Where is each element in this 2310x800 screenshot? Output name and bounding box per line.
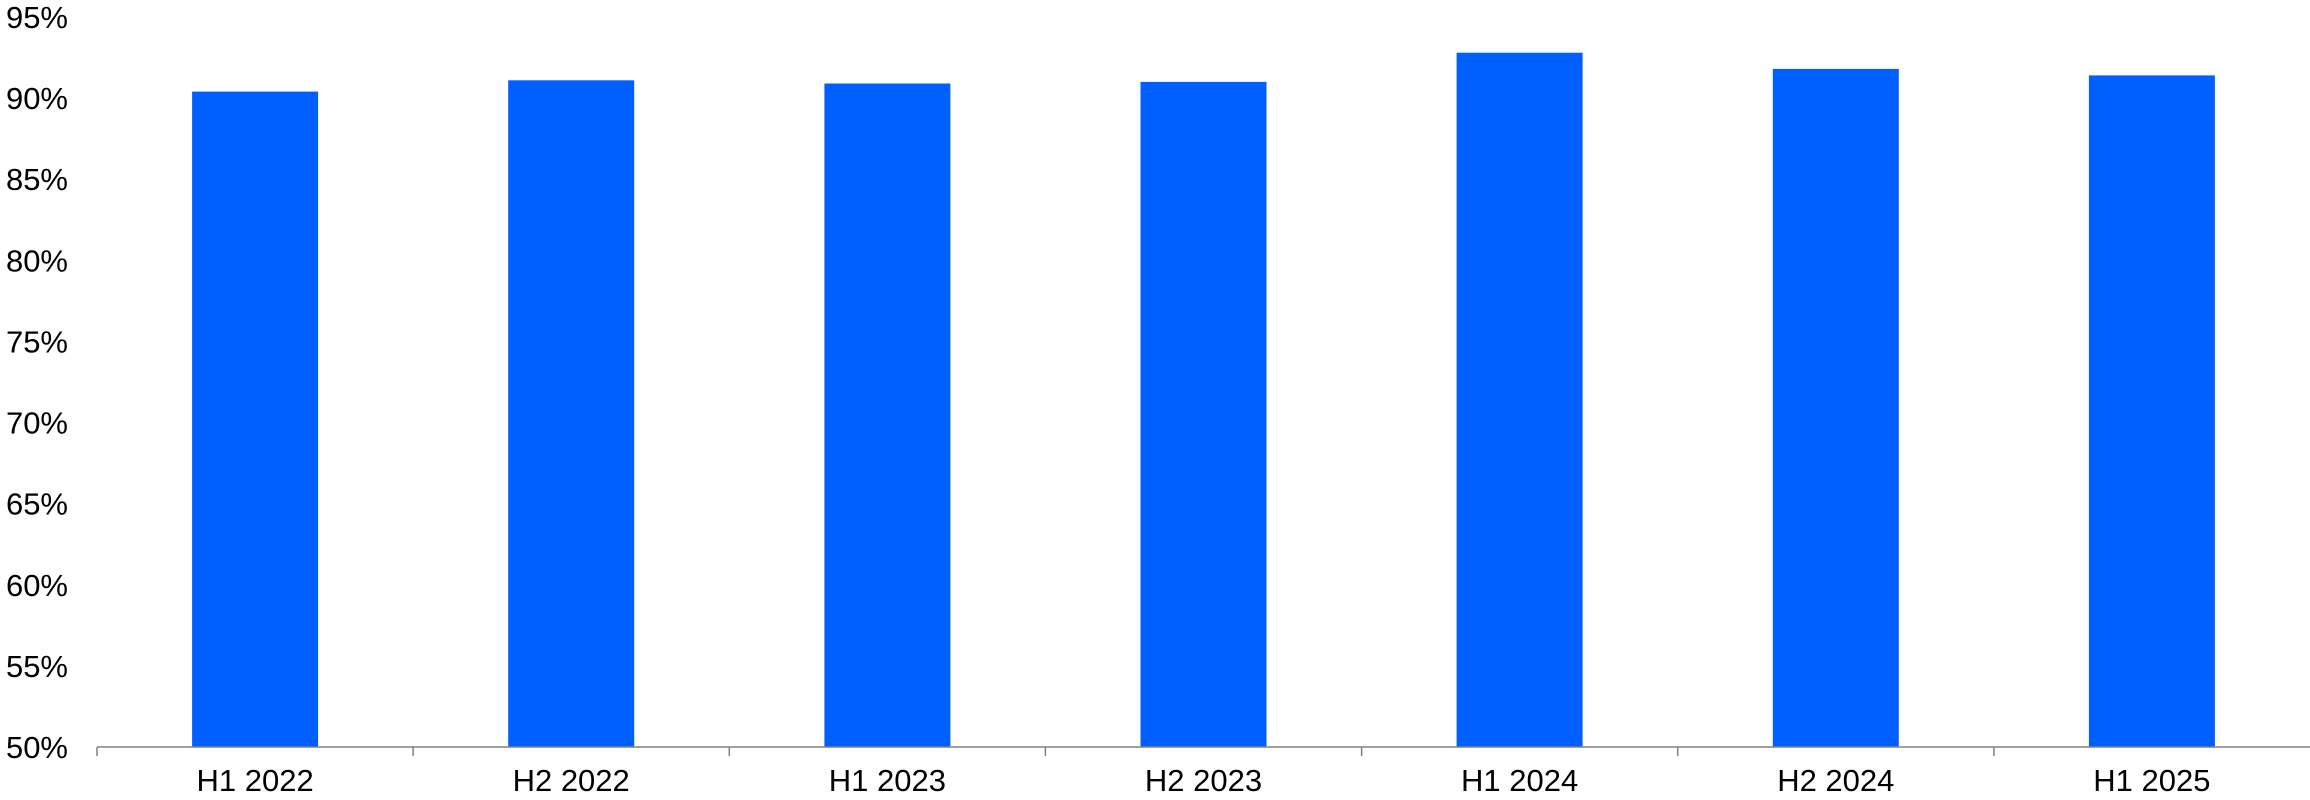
x-axis-labels: H1 2022 H2 2022 H1 2023 H2 2023 H1 2024 H2 20… <box>196 763 2210 798</box>
bar <box>508 80 635 748</box>
y-tick-label: 75% <box>6 324 68 359</box>
bar <box>2088 75 2215 747</box>
bar <box>1772 68 1899 747</box>
y-axis-labels: 50% 55% 60% 65% 70% 75% 80% 85% 90% 95% <box>6 0 68 765</box>
y-tick-label: 85% <box>6 162 68 197</box>
x-tick-label: H1 2023 <box>829 763 946 798</box>
bars-group <box>192 52 2215 748</box>
bar <box>1140 81 1267 747</box>
bar <box>1456 52 1583 747</box>
bar <box>824 83 951 747</box>
x-tick-label: H2 2022 <box>513 763 630 798</box>
x-tick-label: H2 2024 <box>1777 763 1894 798</box>
y-tick-label: 90% <box>6 81 68 116</box>
y-tick-label: 80% <box>6 243 68 278</box>
x-tick-label: H2 2023 <box>1145 763 1262 798</box>
x-tick-label: H1 2022 <box>196 763 313 798</box>
y-tick-label: 70% <box>6 406 68 441</box>
x-tick-label: H1 2024 <box>1461 763 1578 798</box>
bar <box>192 91 319 748</box>
x-tick-label: H1 2025 <box>2093 763 2210 798</box>
x-axis <box>96 746 2310 756</box>
y-tick-label: 50% <box>6 730 68 765</box>
y-tick-label: 65% <box>6 487 68 522</box>
y-tick-label: 60% <box>6 568 68 603</box>
y-tick-label: 55% <box>6 649 68 684</box>
y-tick-label: 95% <box>6 0 68 35</box>
